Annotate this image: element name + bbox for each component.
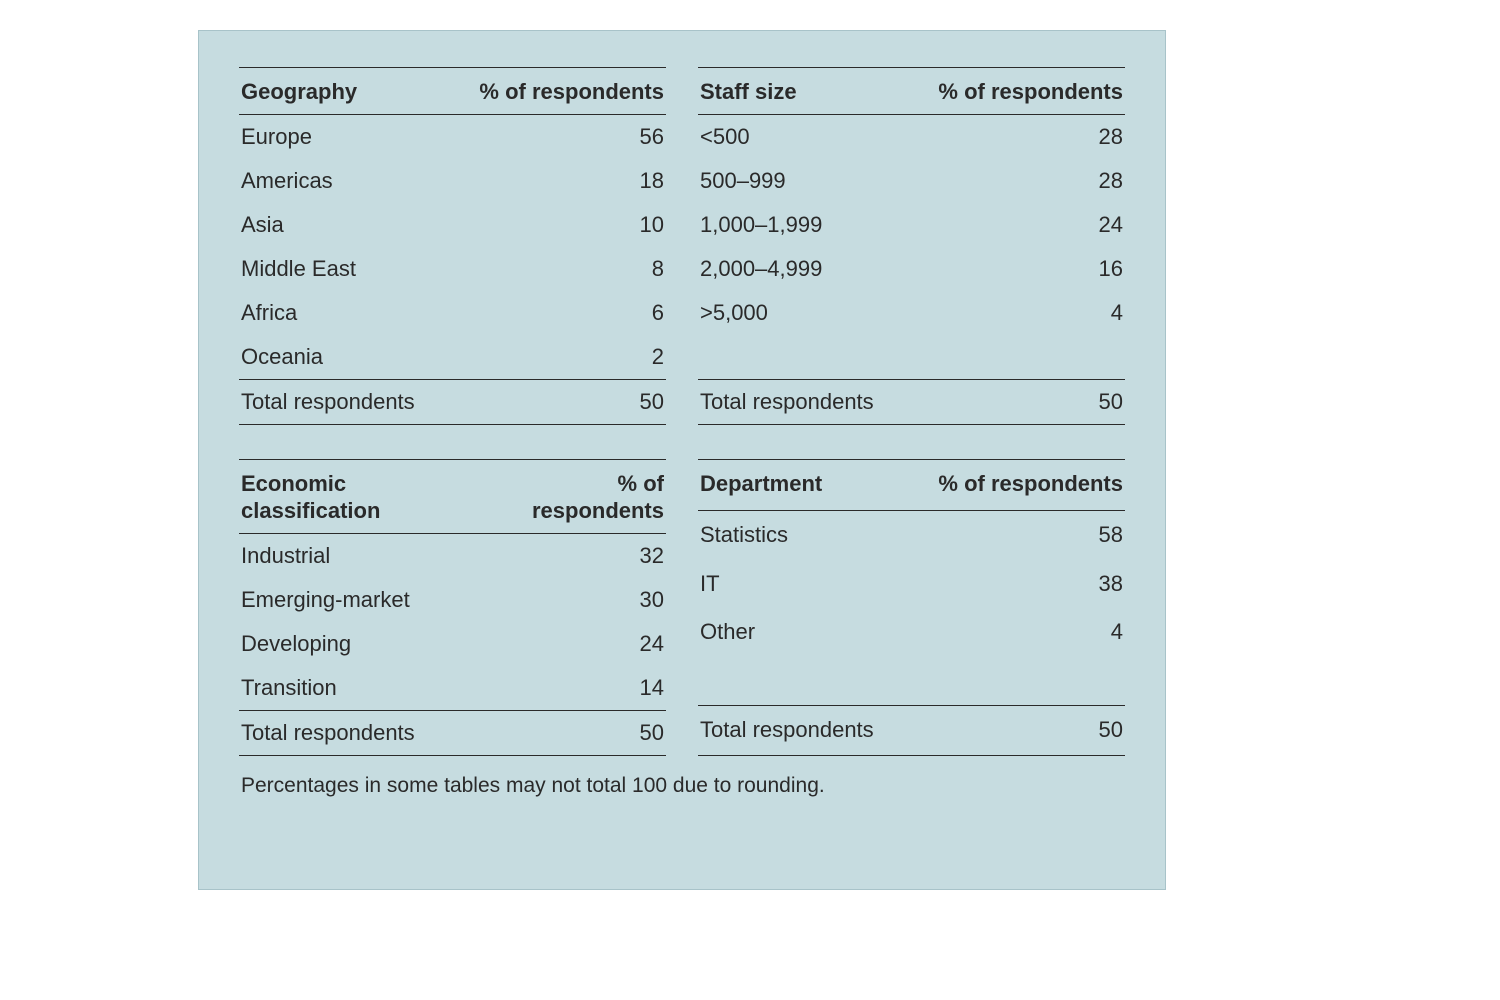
tables-panel: Geography % of respondents Europe 56 Ame…	[198, 30, 1166, 890]
row-value: 2	[446, 335, 666, 380]
col-header-value: % of respondents	[905, 68, 1125, 115]
row-value: 24	[905, 203, 1125, 247]
row-value: 28	[905, 114, 1125, 159]
row-value: 24	[483, 622, 666, 666]
row-label: Other	[698, 608, 905, 657]
table-row: 2,000–4,999 16	[698, 247, 1125, 291]
row-value: 6	[446, 291, 666, 335]
table-row: 1,000–1,999 24	[698, 203, 1125, 247]
table-department: Department % of respondents Statistics 5…	[698, 459, 1125, 756]
row-value: 56	[446, 114, 666, 159]
table-row: Middle East 8	[239, 247, 666, 291]
table-staff-size: Staff size % of respondents <500 28 500–…	[698, 67, 1125, 425]
row-value: 8	[446, 247, 666, 291]
total-row: Total respondents 50	[239, 379, 666, 424]
total-row: Total respondents 50	[698, 379, 1125, 424]
table-row: Statistics 58	[698, 510, 1125, 559]
row-value: 38	[905, 559, 1125, 608]
row-label: Africa	[239, 291, 446, 335]
table-row: Transition 14	[239, 666, 666, 711]
table-row: Emerging-market 30	[239, 578, 666, 622]
footnote-text: Percentages in some tables may not total…	[239, 774, 1125, 798]
table-row: Asia 10	[239, 203, 666, 247]
table-row: IT 38	[698, 559, 1125, 608]
filler-row	[698, 656, 1125, 705]
table-row: Europe 56	[239, 114, 666, 159]
row-label: 500–999	[698, 159, 905, 203]
row-value: 28	[905, 159, 1125, 203]
table-row: 500–999 28	[698, 159, 1125, 203]
col-header-value: % of respondents	[483, 459, 666, 533]
total-row: Total respondents 50	[239, 710, 666, 755]
row-value: 58	[905, 510, 1125, 559]
total-value: 50	[483, 710, 666, 755]
row-label: 2,000–4,999	[698, 247, 905, 291]
table-row: Americas 18	[239, 159, 666, 203]
total-label: Total respondents	[239, 710, 483, 755]
table-row: >5,000 4	[698, 291, 1125, 335]
row-label: Americas	[239, 159, 446, 203]
table-row: Developing 24	[239, 622, 666, 666]
col-header-category: Staff size	[698, 68, 905, 115]
filler-row	[698, 335, 1125, 380]
table-row: <500 28	[698, 114, 1125, 159]
total-value: 50	[446, 379, 666, 424]
row-label: Oceania	[239, 335, 446, 380]
col-header-category: Economic classification	[239, 459, 483, 533]
row-value: 18	[446, 159, 666, 203]
row-label: IT	[698, 559, 905, 608]
row-value: 4	[905, 291, 1125, 335]
col-header-category: Department	[698, 459, 905, 510]
total-label: Total respondents	[698, 705, 905, 755]
total-label: Total respondents	[239, 379, 446, 424]
row-label: Asia	[239, 203, 446, 247]
total-label: Total respondents	[698, 379, 905, 424]
col-header-value: % of respondents	[905, 459, 1125, 510]
table-row: Oceania 2	[239, 335, 666, 380]
row-label: <500	[698, 114, 905, 159]
row-value: 4	[905, 608, 1125, 657]
total-value: 50	[905, 705, 1125, 755]
table-row: Other 4	[698, 608, 1125, 657]
row-value: 30	[483, 578, 666, 622]
col-header-category: Geography	[239, 68, 446, 115]
tables-grid: Geography % of respondents Europe 56 Ame…	[239, 67, 1125, 756]
row-value: 32	[483, 533, 666, 578]
table-row: Industrial 32	[239, 533, 666, 578]
row-label: Emerging-market	[239, 578, 483, 622]
col-header-value: % of respondents	[446, 68, 666, 115]
row-label: >5,000	[698, 291, 905, 335]
row-label: Industrial	[239, 533, 483, 578]
row-label: 1,000–1,999	[698, 203, 905, 247]
row-label: Europe	[239, 114, 446, 159]
row-label: Developing	[239, 622, 483, 666]
table-geography: Geography % of respondents Europe 56 Ame…	[239, 67, 666, 425]
row-value: 10	[446, 203, 666, 247]
row-label: Transition	[239, 666, 483, 711]
row-label: Statistics	[698, 510, 905, 559]
table-row: Africa 6	[239, 291, 666, 335]
table-economic-classification: Economic classification % of respondents…	[239, 459, 666, 756]
total-row: Total respondents 50	[698, 705, 1125, 755]
total-value: 50	[905, 379, 1125, 424]
row-label: Middle East	[239, 247, 446, 291]
row-value: 16	[905, 247, 1125, 291]
row-value: 14	[483, 666, 666, 711]
